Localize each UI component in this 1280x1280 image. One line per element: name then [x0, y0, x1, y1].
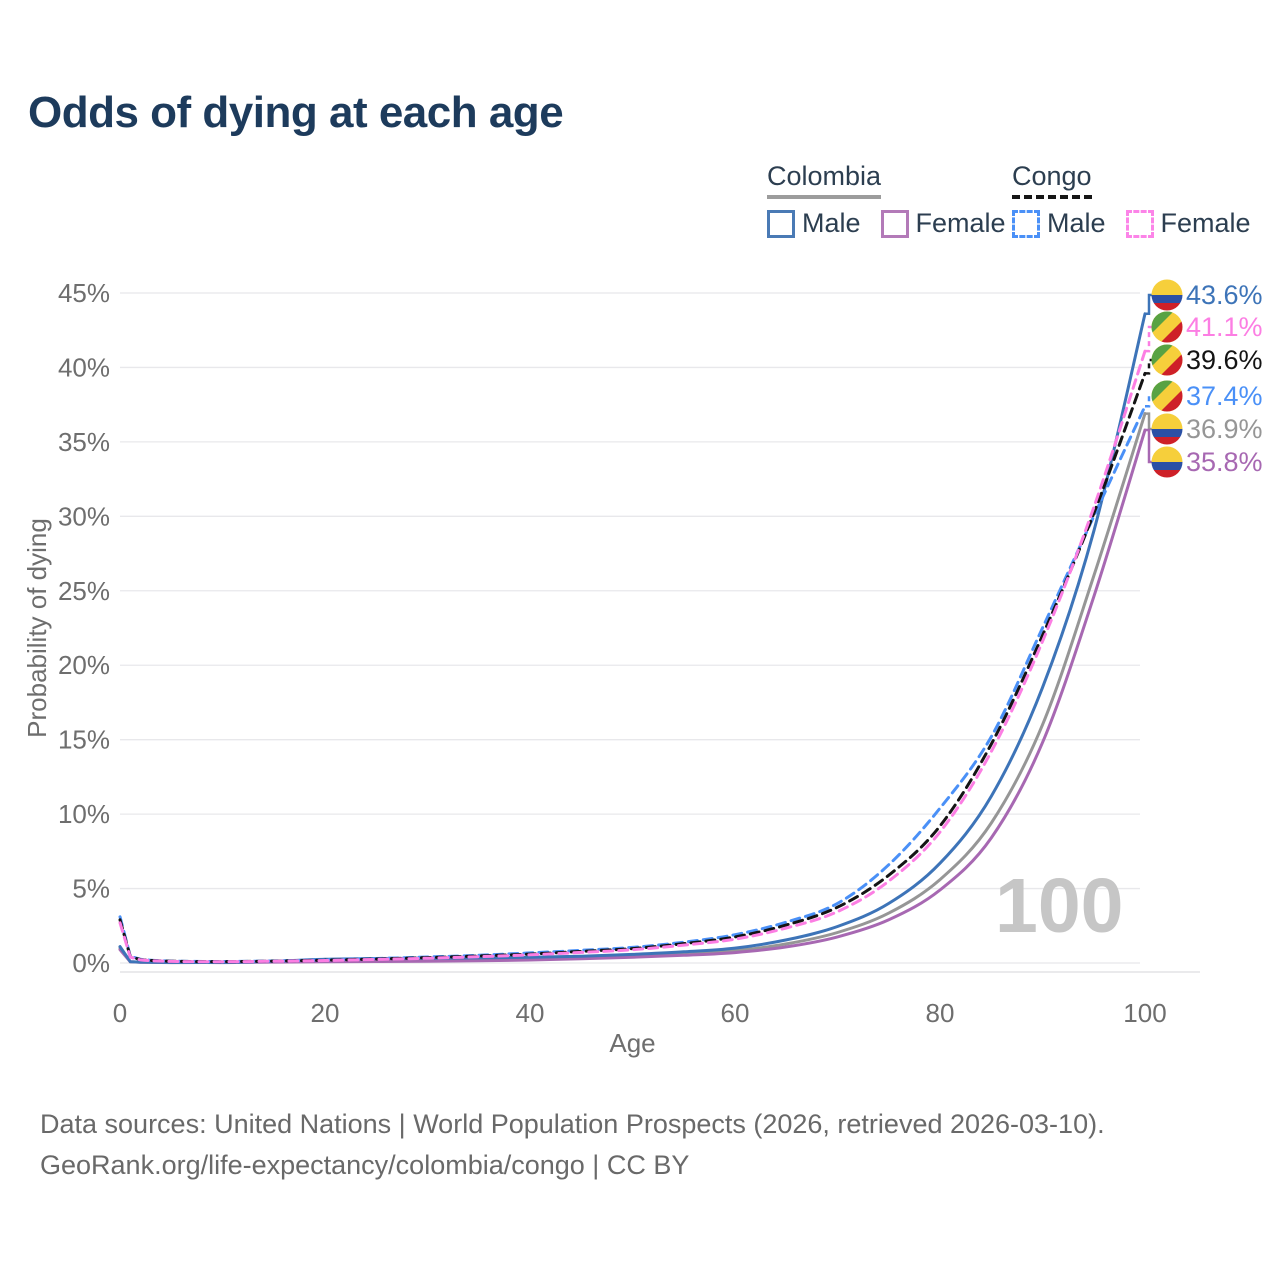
- flag-stripe: [1151, 446, 1183, 462]
- footer-url-line: GeoRank.org/life-expectancy/colombia/con…: [40, 1150, 690, 1180]
- congo-flag-icon: [1151, 344, 1183, 376]
- congo-all-end-label: 39.6%: [1186, 345, 1263, 375]
- legend-item-colombia-male[interactable]: Male: [767, 208, 861, 239]
- flag-stripe: [1151, 413, 1183, 429]
- legend-label-congo-female: Female: [1160, 208, 1251, 238]
- colombia-flag-icon: [1151, 413, 1183, 445]
- colombia-female-end-label: 35.8%: [1186, 447, 1263, 477]
- x-tick-label: 100: [1123, 998, 1166, 1028]
- flag-stripe: [1151, 344, 1174, 367]
- flag-stripe: [1151, 303, 1183, 311]
- congo-male-end-label: 37.4%: [1186, 381, 1263, 411]
- flag-stripe: [1151, 311, 1174, 334]
- legend-group-congo: Congo Male Female: [1012, 161, 1251, 239]
- legend-label-colombia-female: Female: [915, 208, 1006, 238]
- y-tick-label: 10%: [58, 799, 110, 829]
- colombia-flag-icon: [1151, 446, 1183, 478]
- congo-flag-icon: [1151, 311, 1183, 343]
- legend-label-colombia-male: Male: [802, 208, 861, 238]
- flag-stripe: [1151, 380, 1174, 403]
- y-tick-label: 30%: [58, 501, 110, 531]
- flag-stripe: [1151, 437, 1183, 445]
- flag-stripe: [1151, 470, 1183, 478]
- congo-female-connector: [1145, 325, 1152, 353]
- legend-country-colombia[interactable]: Colombia: [767, 161, 882, 199]
- footer: Data sources: United Nations | World Pop…: [40, 1104, 1105, 1186]
- flag-stripe: [1151, 429, 1183, 437]
- colombia-flag-icon: [1151, 279, 1183, 311]
- y-tick-label: 20%: [58, 650, 110, 680]
- x-tick-label: 20: [311, 998, 340, 1028]
- legend-item-colombia-female[interactable]: Female: [880, 208, 1006, 239]
- y-axis-title: Probability of dying: [22, 518, 52, 738]
- colombia-male-line[interactable]: [118, 312, 1147, 964]
- legend-group-colombia: Colombia Male Female: [767, 161, 1006, 239]
- colombia-male-end-label: 43.6%: [1186, 280, 1263, 310]
- page-title: Odds of dying at each age: [28, 88, 564, 137]
- congo-male-swatch-icon: [1012, 209, 1040, 238]
- footer-source-line: Data sources: United Nations | World Pop…: [40, 1109, 1105, 1139]
- flag-stripe: [1151, 462, 1183, 470]
- age-counter-watermark: 100: [995, 863, 1124, 949]
- colombia-female-line[interactable]: [118, 428, 1147, 965]
- colombia-all-connector: [1145, 412, 1152, 431]
- colombia-female-swatch-icon: [880, 209, 909, 238]
- flag-stripe: [1151, 279, 1183, 295]
- x-axis-title: Age: [609, 1028, 655, 1058]
- y-tick-label: 45%: [58, 278, 110, 308]
- colombia-all-end-label: 36.9%: [1186, 414, 1263, 444]
- y-tick-label: 15%: [58, 725, 110, 755]
- flag-stripe: [1160, 389, 1183, 412]
- x-tick-label: 0: [113, 998, 127, 1028]
- legend-item-congo-male[interactable]: Male: [1012, 208, 1106, 239]
- x-tick-label: 40: [516, 998, 545, 1028]
- flag-stripe: [1160, 320, 1183, 343]
- y-tick-label: 35%: [58, 427, 110, 457]
- congo-female-end-label: 41.1%: [1186, 312, 1263, 342]
- y-tick-label: 40%: [58, 352, 110, 382]
- legend-country-congo[interactable]: Congo: [1012, 161, 1092, 199]
- congo-female-swatch-icon: [1125, 209, 1154, 238]
- colombia-male-connector: [1145, 293, 1152, 316]
- colombia-male-swatch-icon: [767, 209, 795, 238]
- colombia-all-line[interactable]: [118, 412, 1147, 964]
- legend-item-congo-female[interactable]: Female: [1125, 208, 1251, 239]
- congo-all-connector: [1145, 358, 1152, 375]
- legend-label-congo-male: Male: [1047, 208, 1106, 238]
- plot-area: 43.6%41.1%39.6% 37.4%36.9%35.8% 0% 5% 10% 15…: [22, 278, 1263, 1058]
- flag-stripe: [1160, 353, 1183, 376]
- colombia-female-connector: [1145, 428, 1152, 464]
- y-tick-label: 25%: [58, 576, 110, 606]
- x-tick-label: 80: [926, 998, 955, 1028]
- congo-male-line[interactable]: [118, 404, 1147, 964]
- y-tick-label: 0%: [72, 948, 110, 978]
- x-tick-label: 60: [721, 998, 750, 1028]
- congo-flag-icon: [1151, 380, 1183, 412]
- congo-female-line[interactable]: [118, 349, 1147, 964]
- y-tick-label: 5%: [72, 874, 110, 904]
- flag-stripe: [1151, 295, 1183, 303]
- congo-all-line[interactable]: [118, 371, 1147, 964]
- congo-male-connector: [1145, 394, 1152, 408]
